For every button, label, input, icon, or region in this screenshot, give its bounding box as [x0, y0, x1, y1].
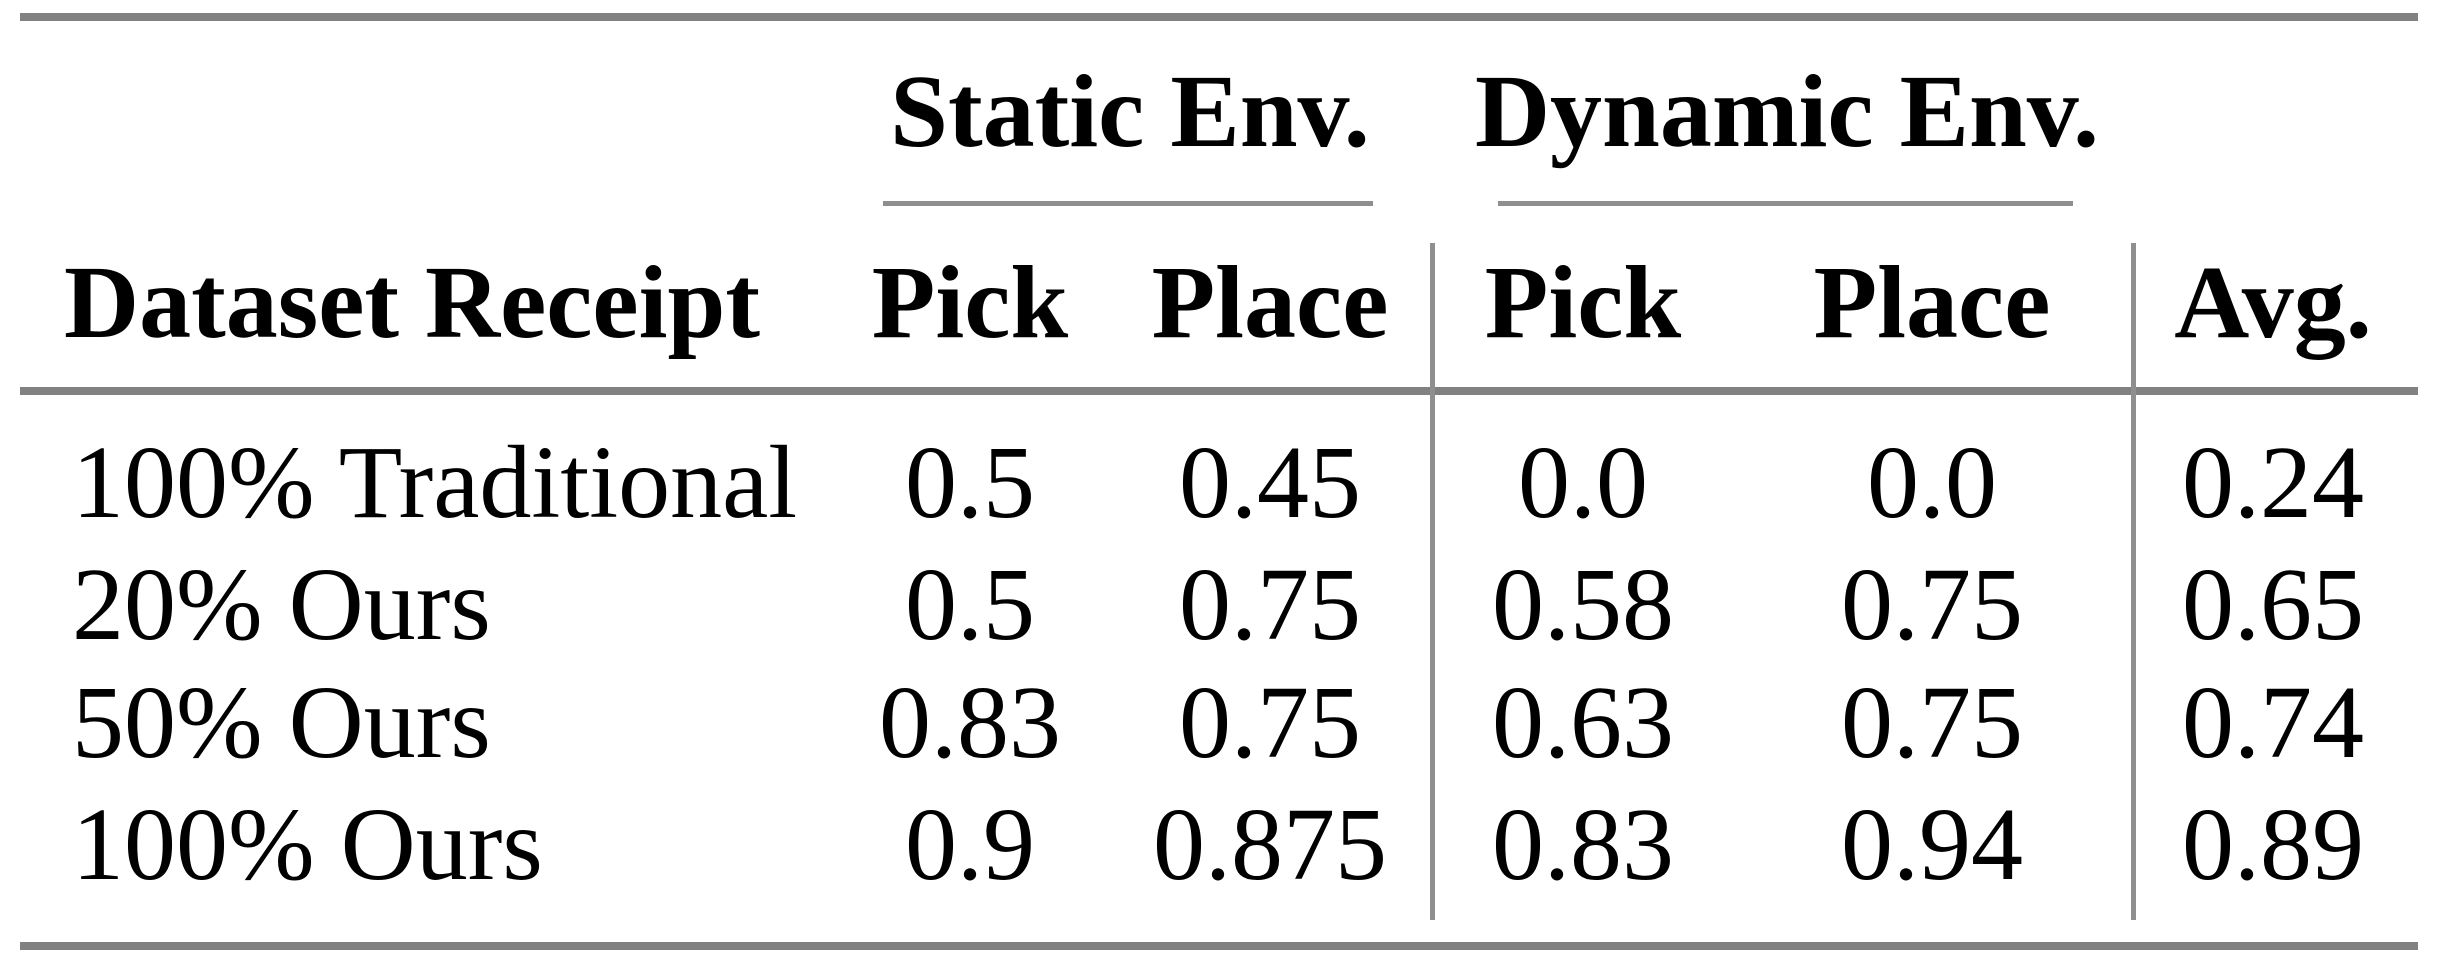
- row-label: 50% Ours: [72, 665, 491, 780]
- col-header-dataset-receipt: Dataset Receipt: [64, 245, 760, 360]
- avg-value: 0.24: [2182, 425, 2364, 540]
- static-pick-value: 0.83: [879, 665, 1061, 780]
- dynamic-pick-value: 0.63: [1492, 665, 1674, 780]
- col-header-avg: Avg.: [2174, 245, 2372, 360]
- dynamic-place-value: 0.75: [1841, 665, 2023, 780]
- column-divider-static-dynamic: [1430, 243, 1435, 920]
- dynamic-pick-value: 0.0: [1518, 425, 1648, 540]
- dynamic-place-value: 0.94: [1841, 787, 2023, 902]
- static-place-value: 0.875: [1153, 787, 1387, 902]
- dynamic-env-underline: [1498, 201, 2073, 206]
- dynamic-pick-value: 0.83: [1492, 787, 1674, 902]
- col-header-dynamic-pick: Pick: [1484, 245, 1682, 360]
- avg-value: 0.74: [2182, 665, 2364, 780]
- static-place-value: 0.45: [1179, 425, 1361, 540]
- static-pick-value: 0.5: [905, 547, 1035, 662]
- group-header-static-env: Static Env.: [890, 54, 1370, 169]
- avg-value: 0.89: [2182, 787, 2364, 902]
- dynamic-place-value: 0.75: [1841, 547, 2023, 662]
- table-top-rule: [20, 13, 2418, 21]
- column-divider-dynamic-avg: [2131, 243, 2136, 920]
- group-header-dynamic-env: Dynamic Env.: [1474, 54, 2100, 169]
- static-env-underline: [883, 201, 1373, 206]
- col-header-static-pick: Pick: [871, 245, 1069, 360]
- static-pick-value: 0.9: [905, 787, 1035, 902]
- avg-value: 0.65: [2182, 547, 2364, 662]
- row-label: 100% Traditional: [72, 425, 798, 540]
- static-place-value: 0.75: [1179, 665, 1361, 780]
- row-label: 20% Ours: [72, 547, 491, 662]
- static-place-value: 0.75: [1179, 547, 1361, 662]
- col-header-static-place: Place: [1151, 245, 1389, 360]
- header-bottom-rule: [20, 387, 2418, 395]
- row-label: 100% Ours: [72, 787, 543, 902]
- dynamic-place-value: 0.0: [1867, 425, 1997, 540]
- static-pick-value: 0.5: [905, 425, 1035, 540]
- table-bottom-rule: [20, 942, 2418, 950]
- dynamic-pick-value: 0.58: [1492, 547, 1674, 662]
- col-header-dynamic-place: Place: [1813, 245, 2051, 360]
